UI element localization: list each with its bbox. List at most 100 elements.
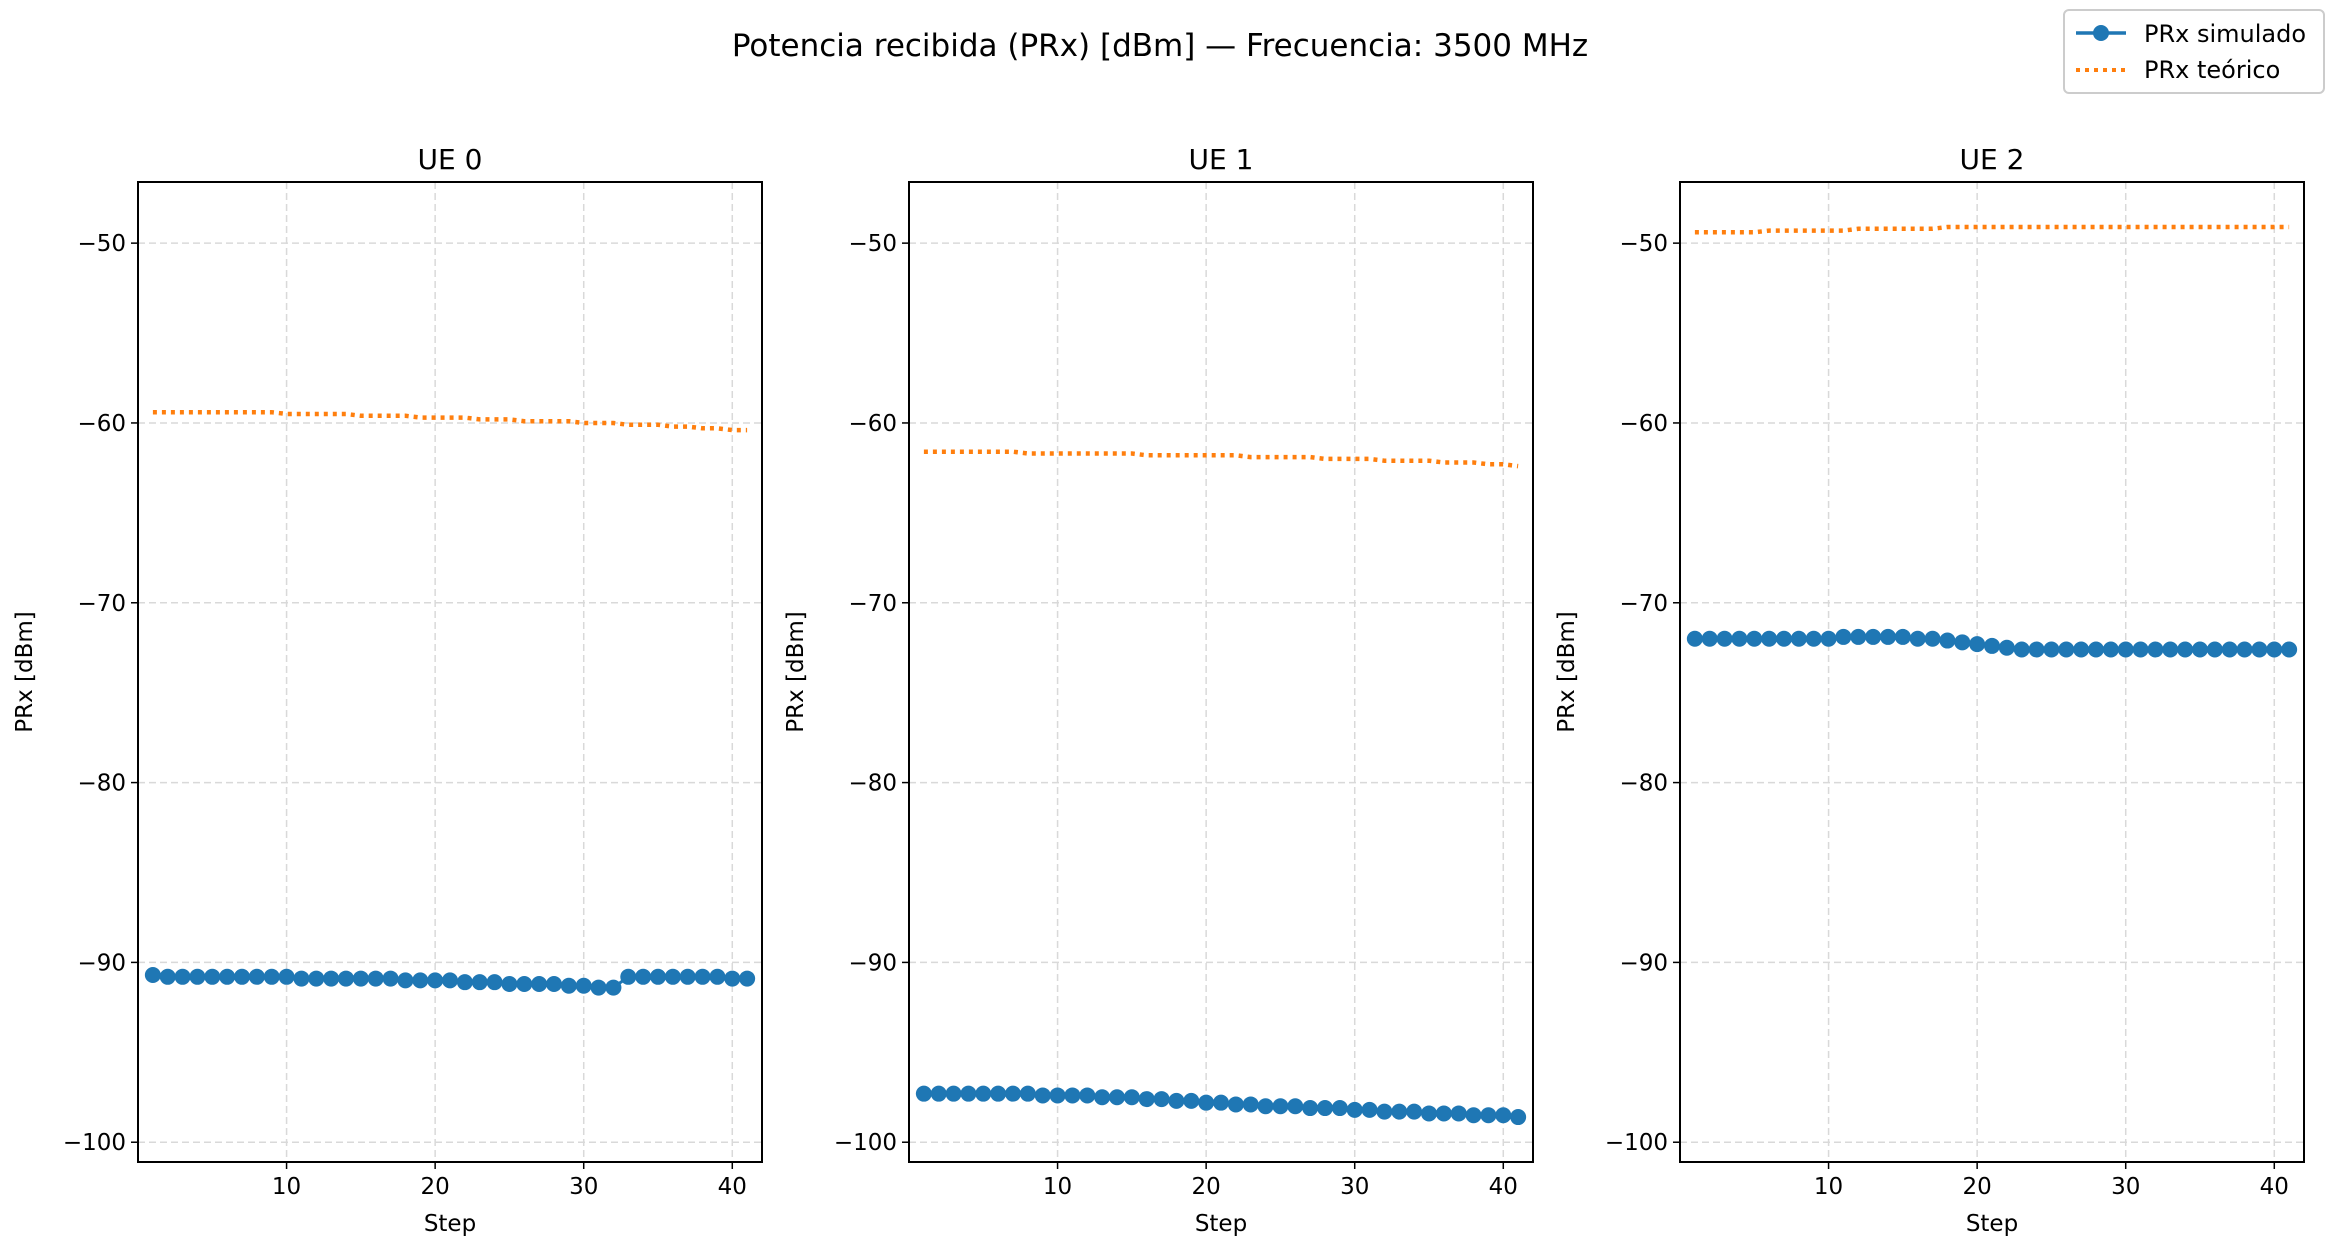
ue2-simulado-point — [2117, 641, 2134, 658]
ue2-simulado-point — [2266, 641, 2283, 658]
ue0-simulado-point — [546, 975, 562, 992]
ue0-simulado-point — [159, 968, 176, 985]
ue1-simulado-point — [1019, 1085, 1036, 1102]
ue1-simulado-point — [1302, 1100, 1319, 1117]
ue0-teorico-line — [152, 409, 748, 433]
ue0-simulado-point — [323, 970, 340, 987]
ue1-axes-frame — [908, 181, 1534, 1163]
ue0-simulado-point — [293, 970, 310, 987]
ue2-simulado-point — [2028, 641, 2045, 658]
ue2-simulado-point — [1686, 630, 1703, 647]
legend-teorico-label: PRx teórico — [2144, 56, 2280, 84]
subplots: 10 20 30 40 −50 −60 −70 −80 −90 −100 UE 0 Step PRx [… — [12, 143, 2305, 1237]
ue0-simulado-point — [189, 968, 206, 985]
ue0-simulado-point — [650, 968, 666, 985]
ue2-simulado-point — [1939, 632, 1956, 649]
ue0-simulado-point — [501, 975, 518, 992]
ue1-title: UE 1 — [1189, 143, 1254, 176]
ue2-x-tick-label: 40 — [2260, 1174, 2289, 1200]
ue0-simulado-point — [412, 972, 429, 989]
ue2-simulado-point — [1716, 630, 1733, 647]
ue1-simulado-point — [1406, 1103, 1423, 1120]
ue0-simulado-point — [397, 972, 414, 989]
ue2-simulado-point — [2236, 641, 2253, 658]
ue2-simulado-point — [1954, 634, 1971, 651]
ue1-y-tick-label: −70 — [848, 591, 897, 617]
ue1-simulado-point — [1123, 1089, 1140, 1106]
ue2-simulado-point — [1984, 637, 2000, 654]
ue0-x-tick-label: 20 — [421, 1174, 450, 1200]
ue2-simulado-point — [2251, 641, 2268, 658]
ue2-y-tick-label: −80 — [1619, 771, 1668, 797]
ue1-simulado-point — [1227, 1096, 1244, 1113]
ue2-axes-frame — [1679, 181, 2305, 1163]
ue0-simulado-point — [635, 968, 652, 985]
ue1-ylabel: PRx [dBm] — [783, 611, 809, 733]
ue1-simulado-point — [1034, 1087, 1051, 1104]
ue2-simulado-point — [1924, 630, 1941, 647]
ue1-simulado-point — [1153, 1091, 1170, 1108]
ue2-simulado-point — [2102, 641, 2119, 658]
ue2-simulado-point — [1909, 630, 1926, 647]
ue0-simulado-point — [308, 970, 325, 987]
ue1-simulado-point — [1183, 1092, 1200, 1109]
ue1-simulado-point — [1361, 1101, 1378, 1118]
ue2-y-tick-label: −70 — [1619, 591, 1668, 617]
ue0-simulado-point — [144, 966, 161, 983]
ue1-x-tick-label: 20 — [1192, 1174, 1221, 1200]
ue1-simulado-point — [1376, 1103, 1393, 1120]
ue2-simulado-point — [1880, 628, 1896, 645]
figure-suptitle: Potencia recibida (PRx) [dBm] — Frecuenc… — [732, 28, 1588, 64]
ue1-simulado-point — [1138, 1091, 1155, 1108]
ue2-simulado-point — [1969, 636, 1986, 653]
ue2-teorico-line — [1694, 224, 2290, 235]
ue1-simulado-point — [1495, 1107, 1512, 1124]
ue0-y-tick-label: −80 — [77, 771, 126, 797]
ue0-simulado-point — [352, 970, 369, 987]
ue1-x-tick-label: 40 — [1489, 1174, 1518, 1200]
ue1-simulado-point — [1421, 1105, 1437, 1122]
ue1-x-tick-label: 30 — [1340, 1174, 1369, 1200]
ue0-simulado-point — [560, 977, 577, 994]
ue1-simulado-point — [1168, 1092, 1185, 1109]
ue1-simulado-point — [1317, 1100, 1333, 1117]
ue2-x-tick-label: 10 — [1814, 1174, 1843, 1200]
ue0-x-tick-label: 40 — [718, 1174, 747, 1200]
ue0-title: UE 0 — [418, 143, 483, 176]
ue2-ylabel: PRx [dBm] — [1554, 611, 1580, 733]
ue2-y-tick-label: −90 — [1619, 950, 1668, 976]
ue1-y-tick-label: −60 — [848, 411, 897, 437]
ue2-simulado-point — [1894, 628, 1911, 645]
ue1-simulado-point — [1213, 1094, 1229, 1111]
ue0-simulado-point — [531, 975, 548, 992]
ue0-x-tick-label: 10 — [272, 1174, 301, 1200]
ue1-y-tick-label: −50 — [848, 231, 897, 257]
ue0-simulado-point — [590, 979, 607, 996]
ue1-y-tick-label: −80 — [848, 771, 897, 797]
ue1-simulado-point — [1346, 1101, 1363, 1118]
ue2-simulado-point — [2147, 641, 2164, 658]
ue0-simulado-point — [664, 968, 681, 985]
ue0-simulado-point — [427, 972, 444, 989]
ue1-simulado-point — [1109, 1089, 1125, 1106]
ue2-simulado-point — [2088, 641, 2104, 658]
ue0-simulado-point — [679, 968, 696, 985]
ue2-simulado-point — [1790, 630, 1807, 647]
ue1-simulado-point — [1391, 1103, 1408, 1120]
ue1-simulado-point — [1079, 1087, 1096, 1104]
ue0-simulado-point — [739, 970, 756, 987]
ue0-simulado-point — [456, 974, 473, 991]
legend-simulado-marker — [2093, 25, 2109, 41]
ue1-simulado-point — [1257, 1098, 1274, 1115]
ue0-y-tick-label: −60 — [77, 411, 126, 437]
ue1-simulado-point — [1064, 1087, 1081, 1104]
ue2-y-tick-label: −50 — [1619, 231, 1668, 257]
ue0-simulado-point — [263, 968, 280, 985]
ue2-y-tick-label: −60 — [1619, 411, 1668, 437]
ue0-simulado-point — [486, 974, 503, 991]
ue1-y-tick-label: −90 — [848, 950, 897, 976]
legend-frame — [2063, 9, 2325, 94]
ue2-simulado-point — [1820, 630, 1837, 647]
ue1-simulado-point — [1450, 1105, 1467, 1122]
ue0-xlabel: Step — [424, 1211, 476, 1237]
